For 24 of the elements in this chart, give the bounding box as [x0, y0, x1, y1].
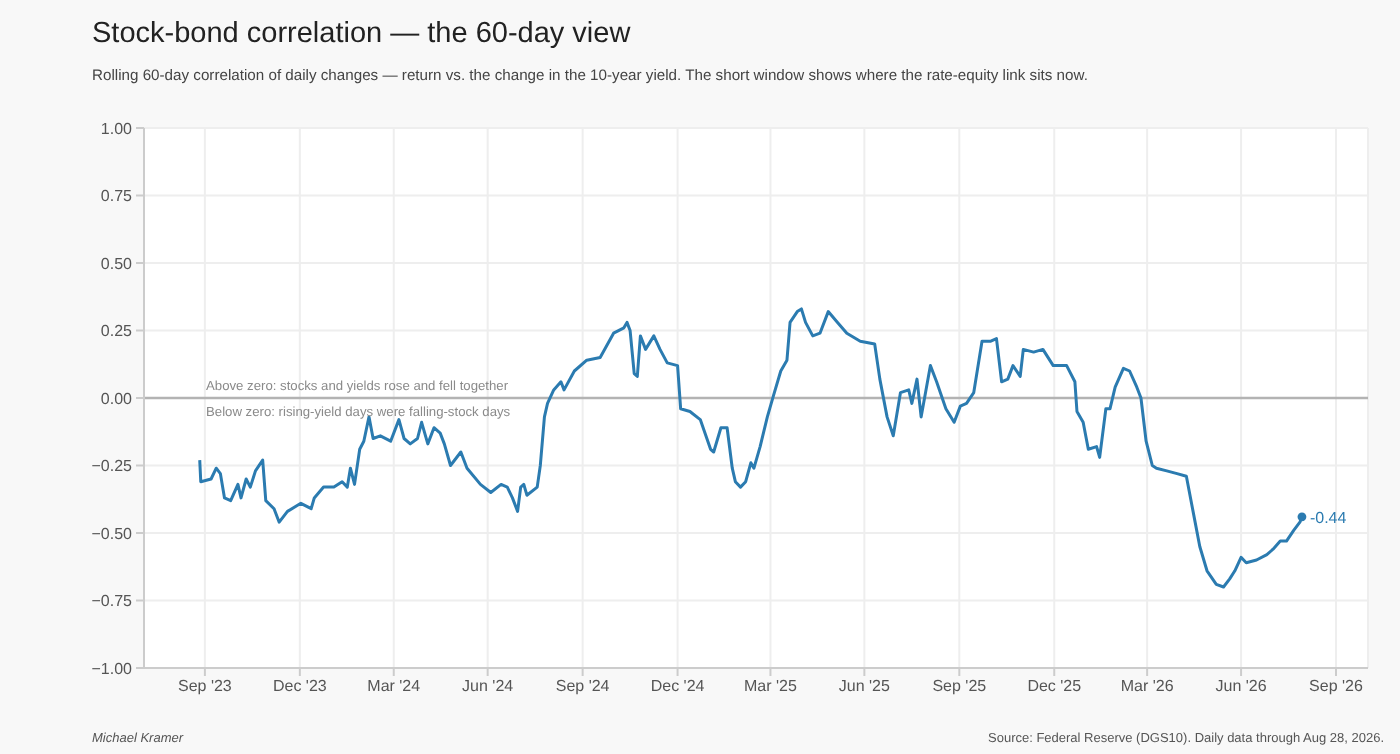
x-tick-label: Dec '25	[1027, 677, 1083, 696]
y-tick-label: −0.75	[91, 592, 134, 611]
x-tick-label: Sep '23	[178, 677, 233, 696]
annotation: -0.44	[1309, 508, 1348, 527]
y-tick-label: −0.25	[91, 457, 134, 476]
x-tick-label: Sep '25	[932, 677, 988, 696]
x-tick-label: Dec '24	[650, 677, 706, 696]
x-tick-label: Jun '24	[462, 677, 515, 696]
y-tick-label: 0.25	[100, 322, 134, 341]
x-tick-label: Dec '23	[272, 677, 328, 696]
y-tick-label: 1.00	[100, 119, 134, 138]
y-tick-label: 0.75	[100, 187, 134, 206]
x-tick-label: Sep '26	[1309, 677, 1364, 696]
y-tick-label: −0.50	[91, 524, 134, 543]
x-tick-label: Jun '26	[1215, 677, 1268, 696]
x-tick-label: Mar '25	[744, 677, 798, 696]
chart-title: Stock-bond correlation — the 60-day view	[92, 18, 631, 50]
y-tick-label: −1.00	[91, 659, 134, 678]
x-tick-label: Sep '24	[555, 677, 611, 696]
x-tick-label: Mar '24	[367, 677, 422, 696]
x-tick-label: Jun '25	[838, 677, 892, 696]
y-tick-label: 0.00	[100, 389, 134, 408]
y-tick-label: 0.50	[100, 254, 134, 273]
x-tick-label: Mar '26	[1120, 677, 1175, 696]
